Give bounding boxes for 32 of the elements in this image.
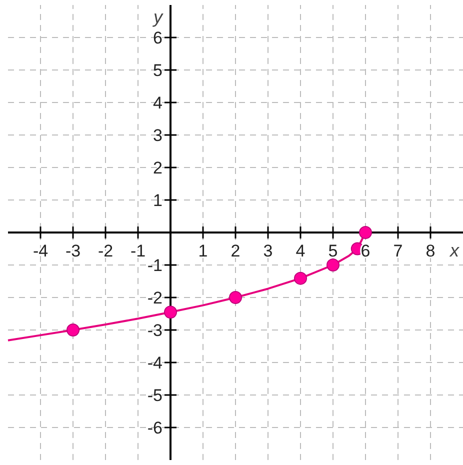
point xyxy=(229,291,242,304)
y-tick-label: 1 xyxy=(153,191,162,210)
y-tick-label: 6 xyxy=(153,28,162,48)
x-tick-label: -1 xyxy=(130,242,146,260)
point xyxy=(164,306,177,319)
x-tick-label: 7 xyxy=(393,242,403,260)
point xyxy=(359,226,372,239)
point xyxy=(294,272,307,285)
y-tick-label: -4 xyxy=(147,354,162,372)
x-tick-label: -2 xyxy=(98,242,114,260)
x-tick-label: 4 xyxy=(296,242,306,260)
x-tick-label: 2 xyxy=(230,242,240,260)
y-tick-label: -1 xyxy=(147,256,162,275)
y-tick-label: 4 xyxy=(153,94,162,112)
y-tick-label: -3 xyxy=(147,321,162,340)
y-tick-label: 3 xyxy=(153,126,162,145)
x-tick-label: 6 xyxy=(360,242,370,260)
x-tick-label: -4 xyxy=(32,242,48,260)
x-tick-label: 8 xyxy=(426,242,436,260)
point xyxy=(66,324,80,336)
y-tick-label: -6 xyxy=(147,418,162,438)
x-tick-label: 3 xyxy=(263,242,273,260)
y-axis-title: y xyxy=(152,7,164,27)
x-tick-label: 5 xyxy=(328,242,338,260)
y-tick-label: -5 xyxy=(147,386,162,405)
point xyxy=(326,258,340,272)
y-tick-label: 2 xyxy=(153,158,162,178)
x-tick-label: -3 xyxy=(65,242,81,260)
y-tick-label: 5 xyxy=(153,61,162,80)
y-tick-label: -2 xyxy=(147,288,162,308)
x-axis-title: x xyxy=(449,240,460,260)
x-tick-label: 1 xyxy=(198,242,208,260)
